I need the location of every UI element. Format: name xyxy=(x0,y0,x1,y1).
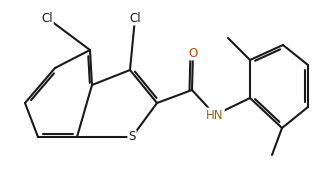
Text: S: S xyxy=(128,131,136,143)
Text: Cl: Cl xyxy=(41,12,53,24)
Text: Cl: Cl xyxy=(129,12,141,24)
Text: HN: HN xyxy=(206,109,224,121)
Text: O: O xyxy=(188,46,198,60)
